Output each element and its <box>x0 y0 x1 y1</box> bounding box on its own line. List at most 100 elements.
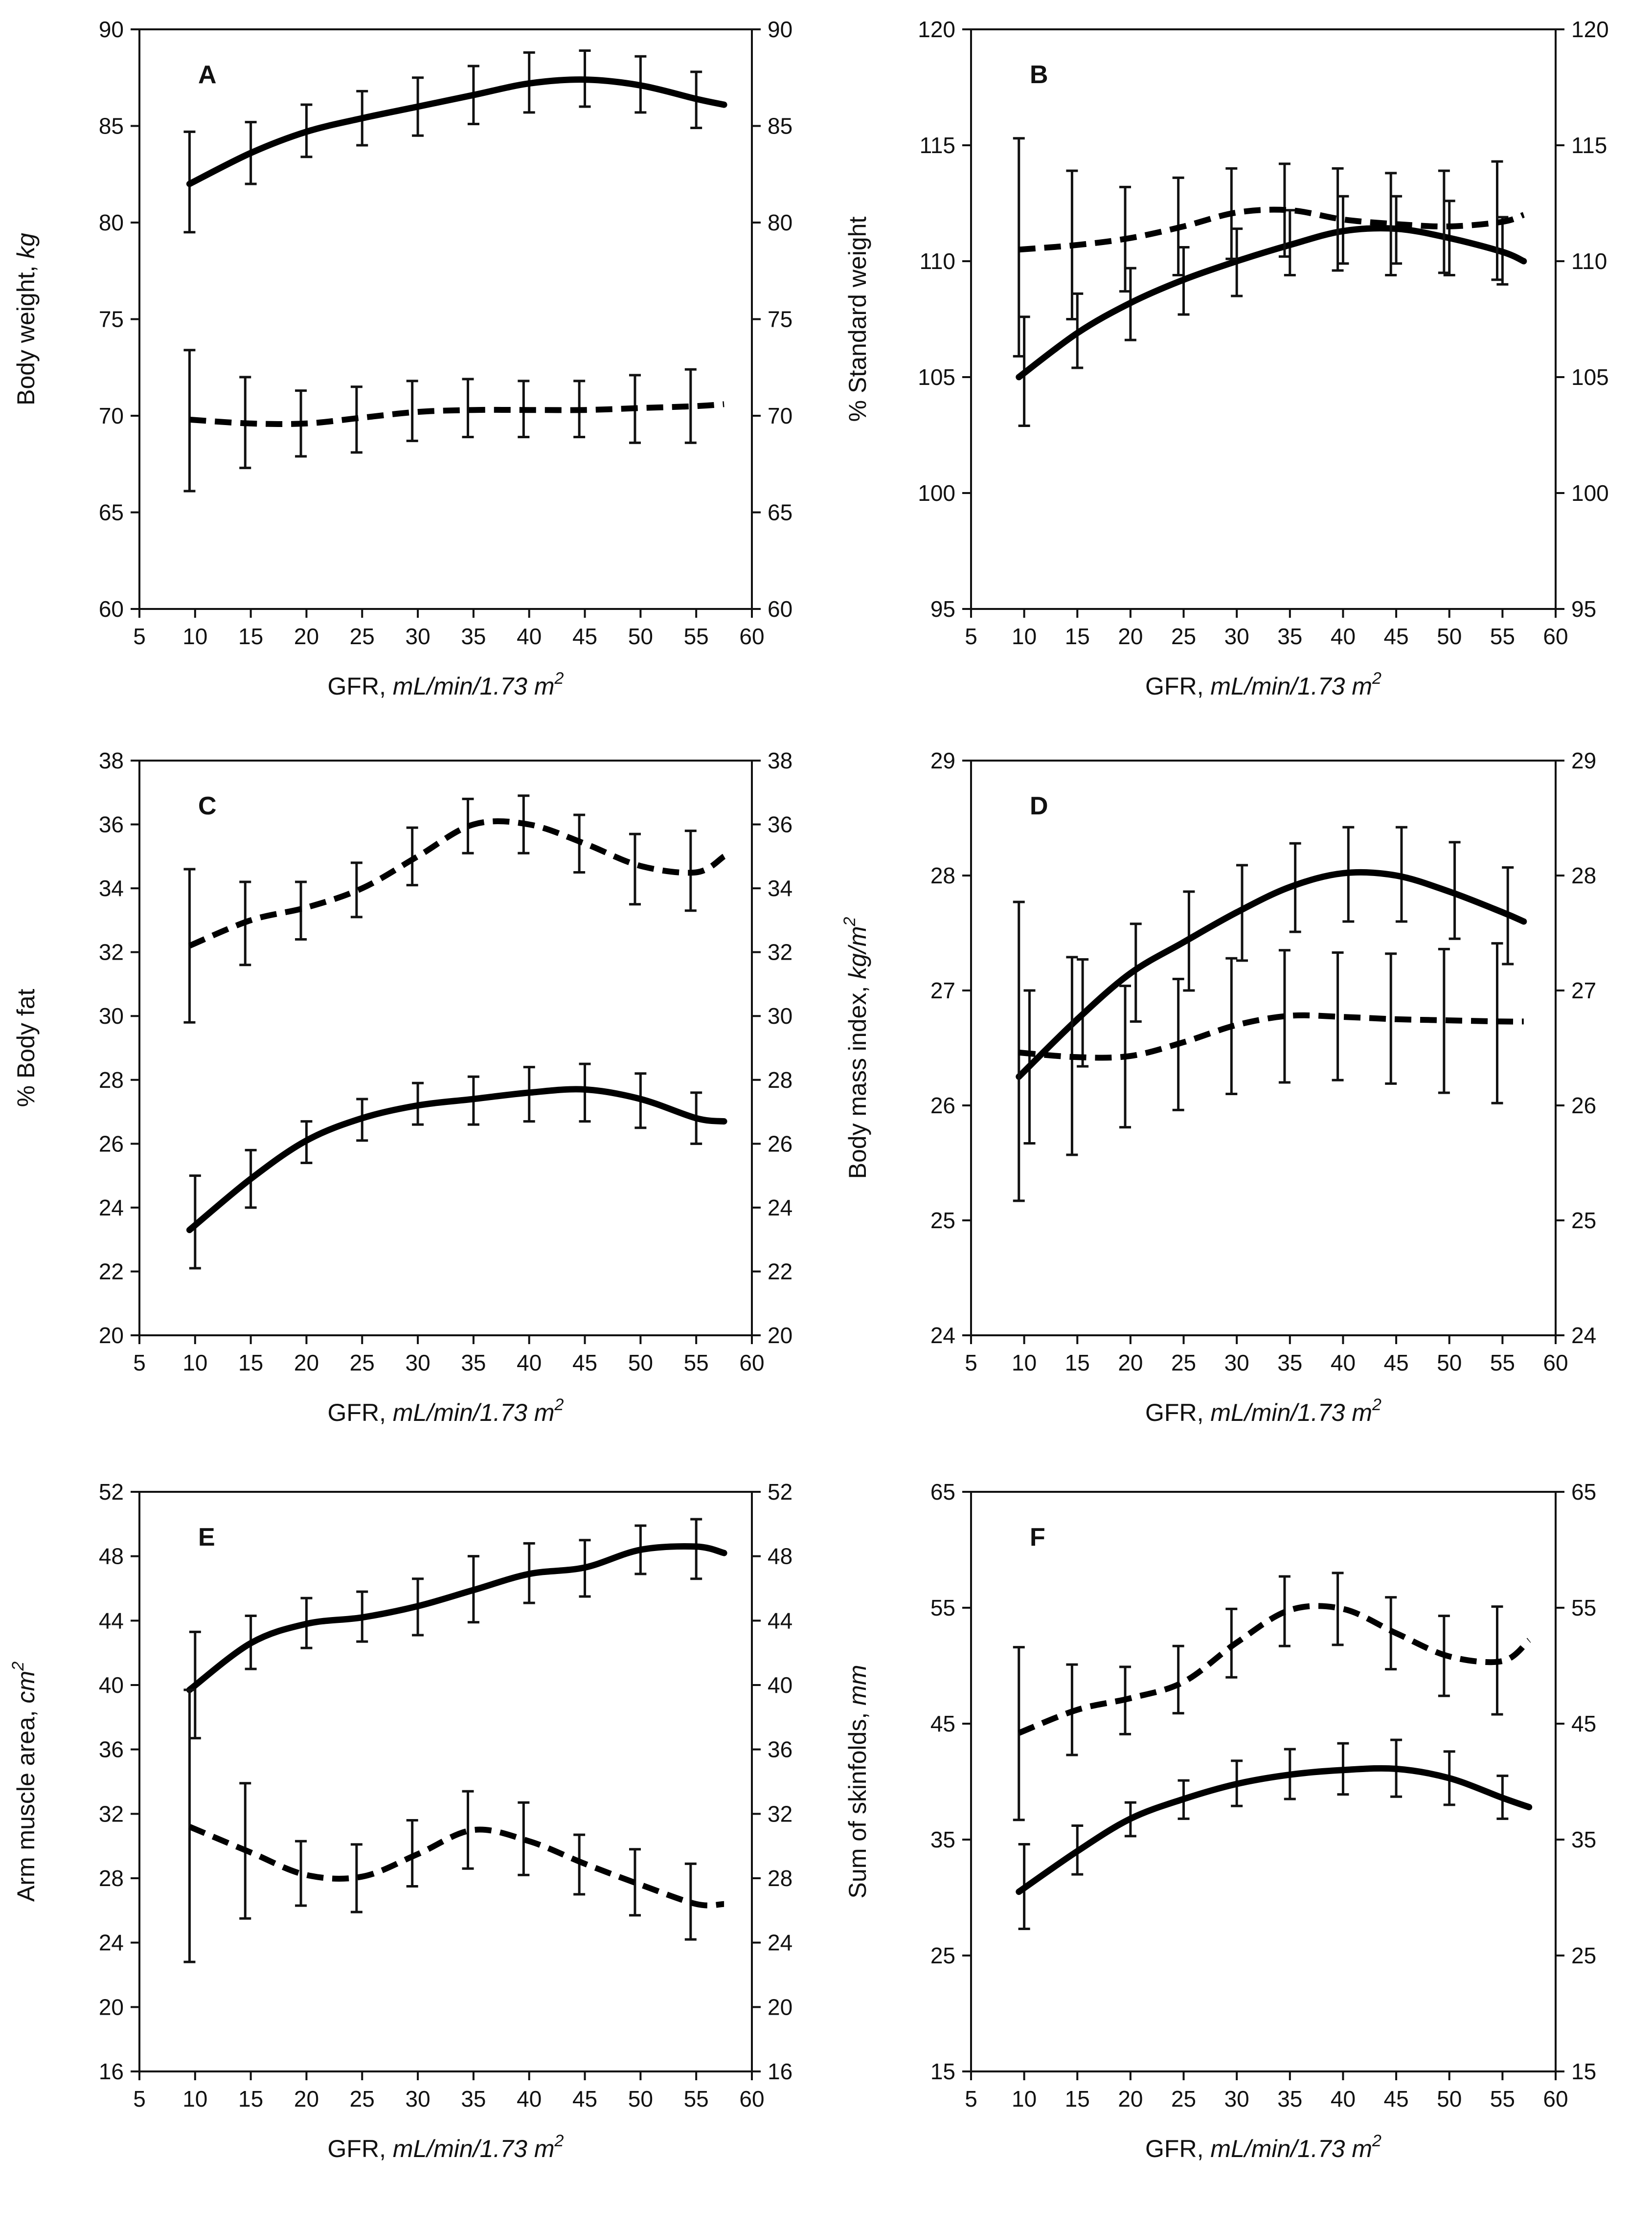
y-tick-label-left: 100 <box>918 480 955 506</box>
x-tick-label: 25 <box>350 624 375 649</box>
x-axis-title: GFR, mL/min/1.73 m2 <box>1145 669 1381 700</box>
x-tick-label: 15 <box>1065 2086 1090 2112</box>
y-tick-label-right: 120 <box>1571 17 1609 42</box>
y-tick-label-right: 36 <box>768 812 792 837</box>
y-tick-label-left: 26 <box>99 1131 124 1156</box>
x-tick-label: 60 <box>1543 1350 1568 1375</box>
y-axis-unit-superscript: 2 <box>9 1662 27 1671</box>
y-tick-label-right: 29 <box>1571 748 1596 773</box>
y-tick-label-left: 20 <box>99 1323 124 1348</box>
x-tick-label: 25 <box>1171 1350 1196 1375</box>
y-tick-label-left: 80 <box>99 210 124 235</box>
y-tick-label-right: 25 <box>1571 1208 1596 1233</box>
y-tick-label-left: 40 <box>99 1672 124 1698</box>
x-axis-title: GFR, mL/min/1.73 m2 <box>1145 2132 1381 2162</box>
x-tick-label: 45 <box>1384 2086 1409 2112</box>
y-tick-label-left: 26 <box>930 1093 955 1118</box>
x-tick-label: 40 <box>517 624 542 649</box>
x-tick-label: 5 <box>133 1350 146 1375</box>
y-axis-unit: kg/m <box>844 926 871 979</box>
y-tick-label-left: 28 <box>930 863 955 888</box>
series-dashed <box>1013 1572 1531 1821</box>
series-dashed <box>183 349 724 493</box>
y-tick-label-right: 115 <box>1571 133 1607 158</box>
y-tick-label-right: 36 <box>768 1737 792 1762</box>
y-tick-label-left: 24 <box>930 1323 955 1348</box>
y-tick-label-right: 20 <box>768 1994 792 2020</box>
y-tick-label-right: 70 <box>768 403 792 428</box>
x-tick-label: 15 <box>1065 624 1090 649</box>
y-tick-label-right: 26 <box>768 1131 792 1156</box>
x-tick-label: 40 <box>517 2086 542 2112</box>
x-axis-label: GFR, <box>1145 1399 1210 1426</box>
y-axis-label: Body mass index, <box>844 979 871 1179</box>
y-tick-label-right: 28 <box>1571 863 1596 888</box>
y-tick-label-right: 85 <box>768 113 792 139</box>
y-tick-label-right: 40 <box>768 1672 792 1698</box>
x-axis-unit: mL/min/1.73 m <box>1210 673 1372 700</box>
y-tick-label-right: 65 <box>768 500 792 525</box>
y-axis-title: % Standard weight <box>844 217 871 422</box>
y-tick-label-right: 15 <box>1571 2059 1596 2084</box>
x-axis-unit: mL/min/1.73 m <box>1210 1399 1372 1426</box>
series-dashed <box>183 1688 724 1963</box>
x-tick-label: 50 <box>1437 2086 1462 2112</box>
series-solid <box>1016 195 1527 427</box>
y-tick-label-right: 48 <box>768 1544 792 1569</box>
x-tick-label: 25 <box>350 1350 375 1375</box>
y-tick-label-right: 90 <box>768 17 792 42</box>
x-tick-label: 25 <box>1171 624 1196 649</box>
y-axis-label: % Body fat <box>12 989 40 1107</box>
y-axis-title: Body mass index, kg/m2 <box>840 917 871 1179</box>
y-tick-label-right: 28 <box>768 1067 792 1093</box>
x-axis-unit: mL/min/1.73 m <box>393 673 555 700</box>
x-tick-label: 10 <box>1012 1350 1037 1375</box>
x-axis-title: GFR, mL/min/1.73 m2 <box>1145 1395 1381 1426</box>
y-tick-label-left: 36 <box>99 1737 124 1762</box>
x-tick-label: 30 <box>406 624 430 649</box>
y-tick-label-right: 60 <box>768 596 792 622</box>
panel-b: 95 95 100 100 105 105 110 110 115 115 120 120 5 10 15 2… <box>844 17 1609 700</box>
x-tick-label: 35 <box>1277 2086 1302 2112</box>
y-axis-title: Arm muscle area, cm2 <box>9 1662 40 1902</box>
x-tick-label: 5 <box>133 2086 146 2112</box>
y-tick-label-left: 32 <box>99 1801 124 1826</box>
x-tick-label: 15 <box>1065 1350 1090 1375</box>
series-solid <box>1016 826 1527 1145</box>
x-tick-label: 40 <box>1331 2086 1356 2112</box>
x-axis-title: GFR, mL/min/1.73 m2 <box>328 1395 564 1426</box>
y-tick-label-right: 35 <box>1571 1827 1596 1852</box>
x-tick-label: 5 <box>965 2086 977 2112</box>
y-tick-label-left: 90 <box>99 17 124 42</box>
series-line-solid <box>186 1543 727 1693</box>
x-axis-label: GFR, <box>328 2135 393 2162</box>
x-axis-unit-superscript: 2 <box>1372 2132 1381 2150</box>
y-tick-label-left: 30 <box>99 1003 124 1029</box>
x-tick-label: 25 <box>1171 2086 1196 2112</box>
plot-frame <box>138 28 753 610</box>
series-line-dashed <box>1018 1603 1531 1736</box>
y-tick-label-left: 105 <box>918 364 955 390</box>
y-tick-label-left: 27 <box>930 978 955 1003</box>
y-tick-label-right: 27 <box>1571 978 1596 1003</box>
y-tick-label-right: 44 <box>768 1608 792 1633</box>
x-tick-label: 20 <box>294 1350 319 1375</box>
y-axis-unit-superscript: 2 <box>840 917 859 927</box>
y-tick-label-left: 52 <box>99 1479 124 1505</box>
y-tick-label-left: 120 <box>918 17 955 42</box>
panel-label: C <box>198 792 217 820</box>
series-line-dashed <box>188 818 726 949</box>
series-dashed <box>1013 137 1525 358</box>
y-tick-label-right: 32 <box>768 1801 792 1826</box>
y-tick-label-right: 16 <box>768 2059 792 2084</box>
y-tick-label-right: 34 <box>768 876 792 901</box>
x-tick-label: 45 <box>572 624 597 649</box>
x-tick-label: 50 <box>628 2086 653 2112</box>
y-tick-label-left: 45 <box>930 1711 955 1736</box>
x-tick-label: 35 <box>461 1350 486 1375</box>
plot-frame <box>970 28 1557 610</box>
plot-frame <box>970 760 1557 1336</box>
x-tick-label: 55 <box>684 2086 709 2112</box>
x-tick-label: 50 <box>628 624 653 649</box>
